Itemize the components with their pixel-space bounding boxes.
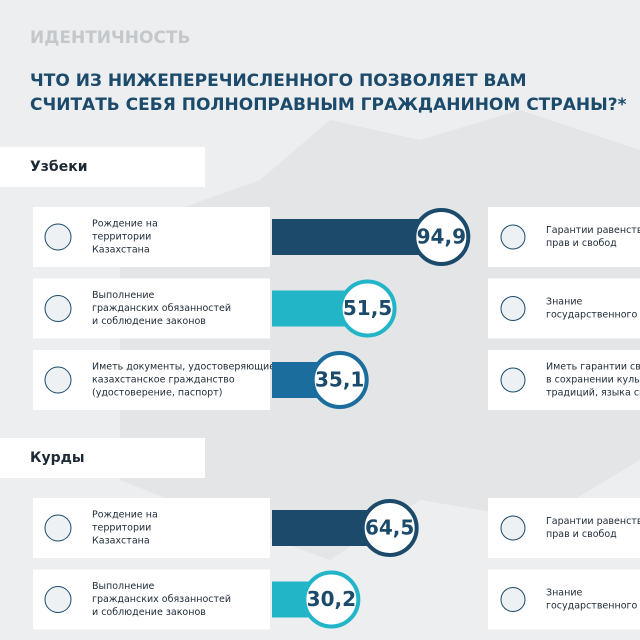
card-label: Рождение на: [92, 510, 158, 521]
card-label: Выполнение: [92, 581, 155, 592]
card-label: Иметь документы, удостоверяющие: [92, 362, 275, 373]
side-label: Знание: [546, 297, 583, 308]
side-icon: [500, 224, 526, 250]
value-circle: [412, 208, 471, 266]
value-label: 30,2: [307, 587, 356, 611]
card: [33, 207, 270, 267]
side-label: традиций, языка сво: [546, 388, 640, 399]
side-label: прав и свобод: [546, 238, 617, 249]
title-line: СЧИТАТЬ СЕБЯ ПОЛНОПРАВНЫМ ГРАЖДАНИНОМ СТ…: [30, 95, 627, 115]
card: [33, 350, 270, 410]
side-label: в сохранении культу: [546, 375, 640, 386]
group-label-box: [0, 147, 205, 187]
card-label: и соблюдение законов: [92, 316, 206, 327]
card-label: Казахстана: [92, 536, 150, 547]
icon: [44, 295, 72, 322]
icon: [44, 586, 72, 613]
side-label: государственного язы: [546, 310, 640, 321]
value-label: 51,5: [343, 296, 392, 320]
card: [33, 278, 270, 339]
value-label: 35,1: [315, 368, 364, 392]
icon: [44, 223, 72, 251]
card-label: гражданских обязанностей: [92, 594, 231, 605]
icon: [44, 514, 72, 542]
value-label: 64,5: [365, 516, 414, 540]
card-label: казахстанское гражданство: [92, 375, 235, 386]
side-label: государственного язы: [546, 601, 640, 612]
icon: [44, 366, 72, 394]
side-label: прав и свобод: [546, 529, 617, 540]
card-label: территории: [92, 523, 151, 534]
card-label: Рождение на: [92, 219, 158, 230]
card: [33, 498, 270, 558]
card-label: Выполнение: [92, 290, 155, 301]
value-circle: [360, 499, 419, 557]
side-icon: [500, 296, 526, 321]
value-circle: [338, 279, 397, 338]
side-icon: [500, 515, 526, 541]
title-line: ЧТО ИЗ НИЖЕПЕРЕЧИСЛЕННОГО ПОЗВОЛЯЕТ ВАМ: [30, 71, 527, 91]
card-label: (удостоверение, паспорт): [92, 388, 222, 399]
card-label: Казахстана: [92, 245, 150, 256]
group-label: Узбеки: [30, 159, 88, 175]
side-label: Гарантии равенства: [546, 516, 640, 527]
card-label: гражданских обязанностей: [92, 303, 231, 314]
side-icon: [500, 587, 526, 612]
side-label: Иметь гарантии сво: [546, 362, 640, 373]
value-label: 94,9: [417, 225, 466, 249]
side-label: Знание: [546, 588, 583, 599]
value-circle: [310, 351, 369, 409]
card-label: и соблюдение законов: [92, 607, 206, 618]
section-label: ИДЕНТИЧНОСТЬ: [30, 28, 190, 48]
card-label: территории: [92, 232, 151, 243]
side-label: Гарантии равенства: [546, 225, 640, 236]
side-icon: [500, 367, 526, 393]
card: [33, 569, 270, 630]
value-circle: [302, 570, 361, 629]
group-label: Курды: [30, 450, 85, 466]
group-label-box: [0, 438, 205, 478]
